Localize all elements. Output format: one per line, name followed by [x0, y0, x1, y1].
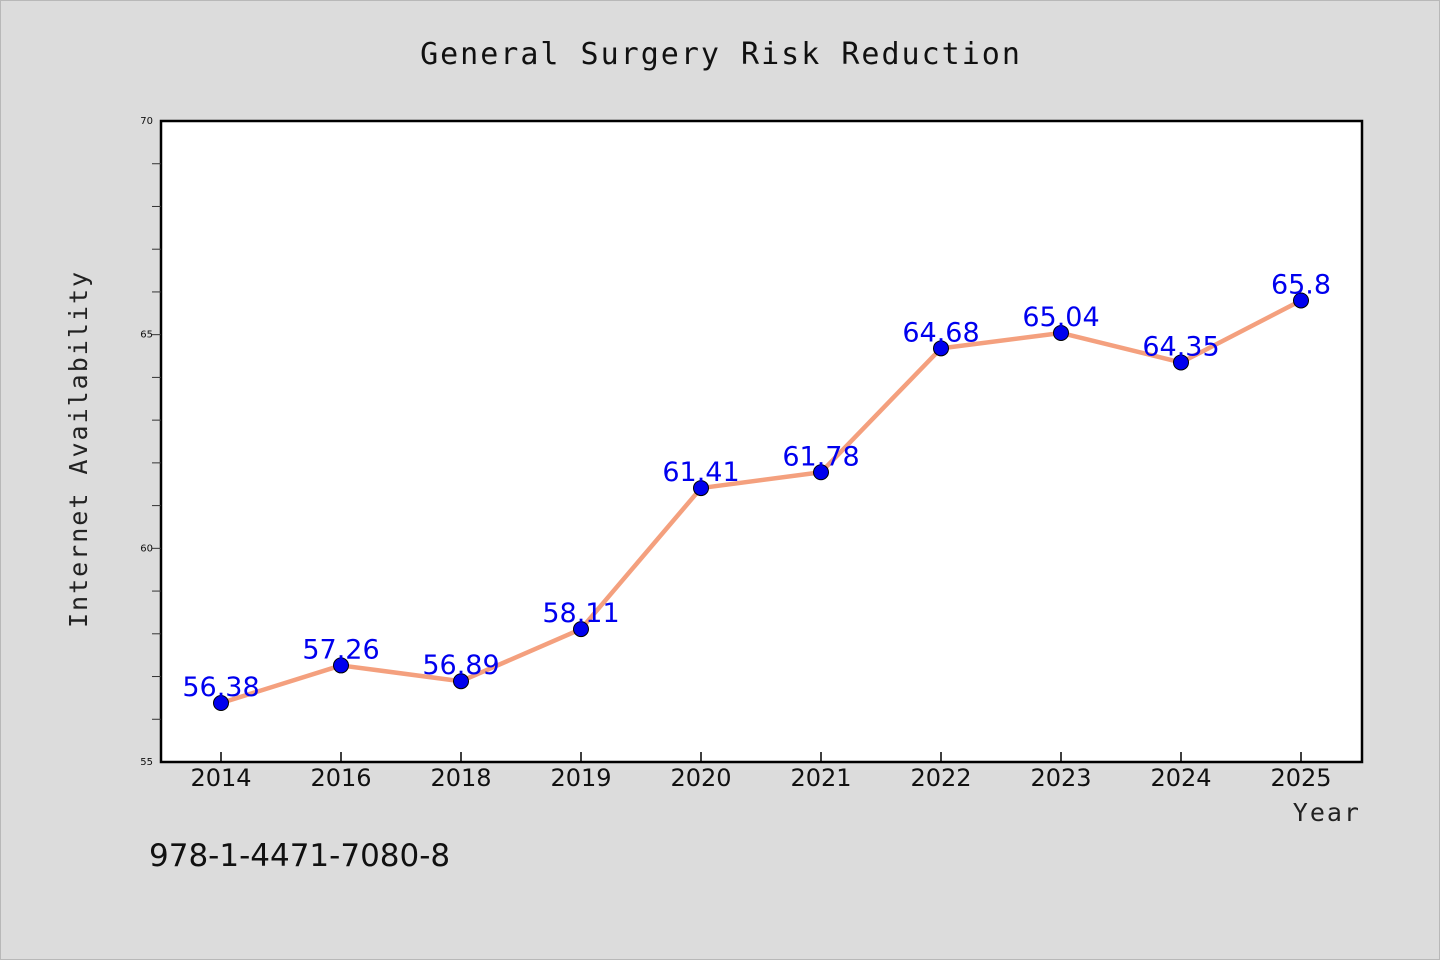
- x-tick-label: 2016: [310, 764, 371, 792]
- x-tick-label: 2025: [1270, 764, 1331, 792]
- x-axis: 2014 2016 2018 2019 2020 2021 2022 2023 2024 2025: [190, 752, 1332, 792]
- y-tick-label: 60: [140, 543, 153, 554]
- data-labels-layer: 56.38 57.26 56.89 58.11 61.41 61.78 64.68 65.04…: [182, 269, 1331, 703]
- x-tick-label: 2022: [910, 764, 971, 792]
- y-axis-label: Internet Availability: [64, 270, 93, 628]
- y-tick-label: 55: [140, 757, 153, 768]
- markers-layer: [213, 292, 1309, 712]
- data-label: 58.11: [542, 598, 619, 629]
- data-label: 56.89: [422, 650, 499, 681]
- x-tick-label: 2020: [670, 764, 731, 792]
- data-label: 61.41: [662, 457, 739, 488]
- data-point: [1053, 324, 1069, 341]
- data-label: 65.8: [1271, 269, 1331, 300]
- data-point: [213, 695, 229, 712]
- data-label: 61.78: [782, 441, 859, 472]
- x-tick-label: 2024: [1150, 764, 1211, 792]
- y-tick-label: 70: [140, 116, 153, 127]
- plot-area: [159, 119, 1364, 764]
- data-point: [1293, 292, 1309, 309]
- data-point: [693, 480, 709, 497]
- data-point: [933, 340, 949, 357]
- series-layer: [218, 298, 1304, 706]
- data-point: [1173, 354, 1189, 371]
- data-point: [333, 657, 349, 674]
- y-tick-label: 65: [140, 330, 153, 341]
- data-label: 64.68: [902, 317, 979, 348]
- data-label: 64.35: [1142, 331, 1219, 362]
- data-point: [573, 621, 589, 638]
- x-tick-label: 2014: [190, 764, 251, 792]
- y-axis: 55 60 65 70: [140, 116, 161, 768]
- x-axis-label: Year: [1293, 798, 1361, 827]
- data-point: [813, 464, 829, 481]
- data-point: [453, 673, 469, 690]
- data-label: 56.38: [182, 672, 259, 703]
- data-label: 65.04: [1022, 302, 1099, 333]
- series-line: [218, 298, 1304, 706]
- x-tick-label: 2019: [550, 764, 611, 792]
- isbn-label: 978-1-4471-7080-8: [149, 838, 450, 874]
- x-tick-label: 2021: [790, 764, 851, 792]
- data-label: 57.26: [302, 634, 379, 665]
- x-tick-label: 2023: [1030, 764, 1091, 792]
- chart-title: General Surgery Risk Reduction: [420, 37, 1022, 72]
- x-tick-label: 2018: [430, 764, 491, 792]
